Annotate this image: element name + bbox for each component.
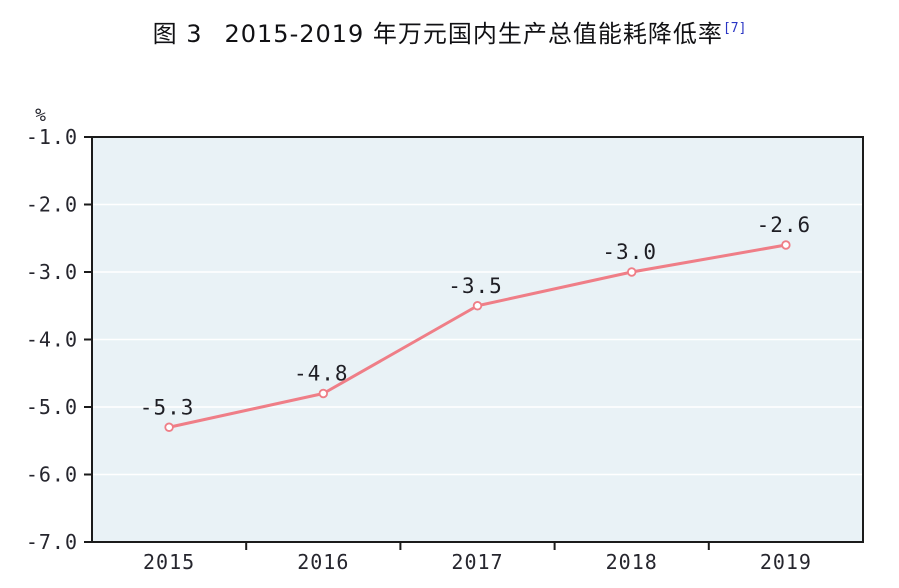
data-point-marker: [781, 240, 791, 250]
figure-title-text: 2015-2019 年万元国内生产总值能耗降低率: [224, 20, 723, 48]
x-axis-label: 2016: [297, 550, 349, 574]
y-axis-label: -4.0: [26, 328, 78, 352]
data-point-marker: [627, 267, 637, 277]
y-axis-label: -2.0: [26, 193, 78, 217]
figure-title: 图 3 2015-2019 年万元国内生产总值能耗降低率[7]: [0, 14, 899, 49]
y-axis-label: -6.0: [26, 463, 78, 487]
y-axis-unit-label: %: [35, 105, 47, 126]
data-point-label: -2.6: [757, 213, 812, 237]
footnote-reference: [7]: [722, 21, 747, 36]
data-point-marker: [318, 388, 328, 399]
data-point-marker: [472, 301, 483, 311]
y-axis-label: -7.0: [26, 530, 78, 554]
data-point-label: -4.8: [294, 362, 349, 386]
y-axis-label: -3.0: [26, 260, 78, 284]
x-axis-label: 2015: [143, 550, 195, 574]
x-axis-label: 2018: [606, 550, 658, 574]
data-point-label: -5.3: [140, 395, 195, 419]
y-axis-label: -5.0: [26, 395, 78, 419]
y-axis-label: -1.0: [26, 125, 78, 149]
x-axis-label: 2019: [760, 550, 812, 574]
data-point-marker: [164, 422, 174, 432]
x-axis-label: 2017: [451, 550, 503, 574]
figure-number: 图 3: [152, 20, 203, 48]
data-point-label: -3.5: [448, 274, 503, 298]
data-point-label: -3.0: [602, 240, 657, 264]
